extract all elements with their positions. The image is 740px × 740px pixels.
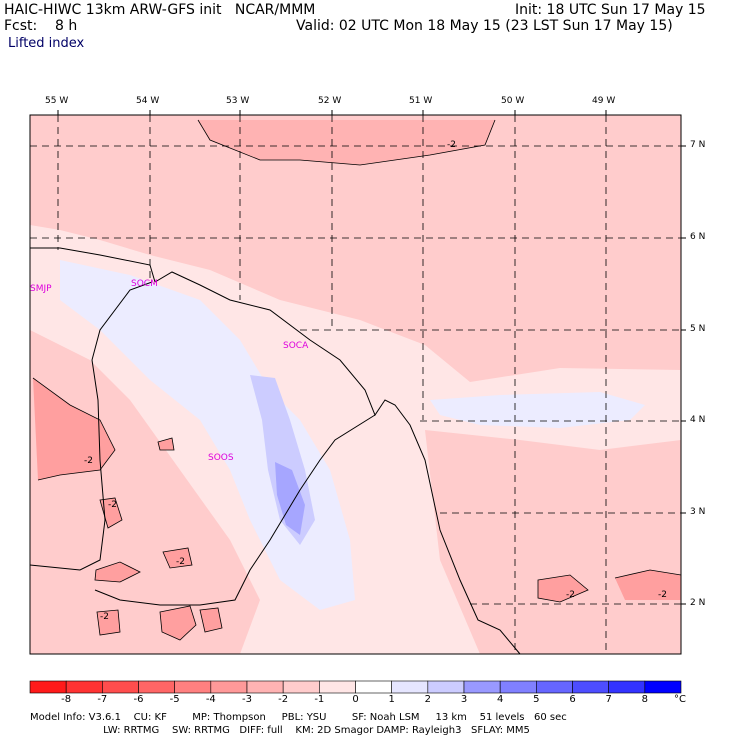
shade-light-red-south — [30, 330, 260, 654]
station-soos: SOOS — [208, 453, 234, 463]
colorbar-tick-label: -1 — [314, 694, 325, 705]
colorbar-tick-label: 6 — [569, 694, 576, 705]
colorbar-tick-label: 4 — [496, 694, 504, 705]
lat-lon-grid — [30, 115, 681, 654]
colorbar-swatch — [536, 680, 573, 694]
shade-mid-blue — [275, 462, 305, 535]
colorbar-swatch — [608, 680, 646, 694]
colorbar-tick-label: 2 — [424, 694, 432, 705]
colorbar-swatch — [499, 680, 537, 694]
colorbar-tick-label: 7 — [605, 694, 612, 705]
colorbar-swatch — [29, 680, 67, 694]
colorbar-tick-label: -6 — [133, 694, 144, 705]
contour-label: -2 — [658, 590, 667, 600]
colorbar-swatch — [65, 680, 103, 694]
map-frame — [29, 114, 682, 655]
colorbar-swatch — [391, 680, 429, 694]
colorbar-swatch — [319, 680, 356, 694]
colorbar-tick-label: 5 — [533, 694, 540, 705]
lat-label-4n: 4 N — [690, 415, 706, 425]
colorbar-tick-label: -5 — [169, 694, 180, 705]
lat-label-6n: 6 N — [690, 232, 706, 242]
forecast-hour: Fcst: 8 h — [4, 18, 78, 34]
model-title: HAIC-HIWC 13km ARW-GFS init NCAR/MMM — [4, 2, 316, 18]
contour-label: -2 — [100, 612, 109, 622]
lat-label-2n: 2 N — [690, 598, 706, 608]
model-info-line1: Model Info: V3.6.1 CU: KF MP: Thompson P… — [30, 712, 567, 723]
colorbar-tick-label: -2 — [278, 694, 289, 705]
colorbar-swatch — [282, 680, 320, 694]
station-socm: SOCM — [131, 279, 158, 289]
colorbar-swatch — [102, 680, 139, 694]
shade-red-patch-6 — [97, 610, 120, 635]
shade-red-patch-2 — [163, 548, 192, 568]
colorbar-swatch — [210, 680, 248, 694]
station-soca: SOCA — [283, 341, 309, 351]
shade-light-red-southeast — [425, 430, 681, 654]
colorbar-tick-label: 1 — [388, 694, 395, 705]
colorbar — [29, 680, 682, 694]
colorbar-tick-label: -7 — [97, 694, 108, 705]
contour-label: -2 — [108, 500, 117, 510]
shade-pale-blue-east — [430, 392, 645, 428]
colorbar-swatch — [174, 680, 212, 694]
colorbar-swatch — [138, 680, 175, 694]
shade-red-patch-9 — [615, 570, 681, 600]
valid-time: Valid: 02 UTC Mon 18 May 15 (23 LST Sun … — [296, 18, 673, 34]
contour-label: -2 — [566, 590, 575, 600]
colorbar-tick-label: 8 — [641, 694, 649, 705]
country-borders — [29, 247, 521, 655]
init-time: Init: 18 UTC Sun 17 May 15 — [515, 2, 706, 18]
contour-label: -2 — [176, 557, 185, 567]
model-info-line2: LW: RRTMG SW: RRTMG DIFF: full KM: 2D Sm… — [30, 725, 530, 736]
colorbar-swatch — [644, 680, 682, 694]
colorbar-swatch — [463, 680, 501, 694]
shade-pale-blue — [60, 260, 355, 610]
shade-red-patch-4 — [160, 606, 196, 640]
axis-ticks — [57, 110, 686, 605]
contour-label: -2 — [84, 456, 93, 466]
colorbar-tick-label: -8 — [61, 694, 72, 705]
lon-label-50w: 50 W — [501, 96, 525, 106]
lat-label-7n: 7 N — [690, 140, 706, 150]
colorbar-tick-label: -4 — [205, 694, 216, 705]
lon-label-53w: 53 W — [226, 96, 250, 106]
colorbar-unit: °C — [674, 694, 686, 705]
colorbar-swatch — [427, 680, 465, 694]
lon-label-51w: 51 W — [409, 96, 433, 106]
colorbar-tick-label: 3 — [460, 694, 468, 705]
colorbar-swatch — [355, 680, 392, 694]
colorbar-tick-label: -3 — [242, 694, 252, 705]
lon-label-52w: 52 W — [318, 96, 342, 106]
station-smjp: SMJP — [30, 284, 52, 294]
lat-label-3n: 3 N — [690, 507, 706, 517]
lat-label-5n: 5 N — [690, 324, 706, 334]
shade-red-patch-1 — [100, 498, 122, 528]
colorbar-swatch — [572, 680, 609, 694]
colorbar-tick-label: 0 — [352, 694, 359, 705]
colorbar-swatch — [246, 680, 284, 694]
contour-label: -2 — [447, 140, 456, 150]
shade-red-patch-5 — [200, 608, 222, 632]
shade-light-red — [30, 115, 681, 382]
field-name: Lifted index — [8, 36, 85, 51]
lon-label-54w: 54 W — [136, 96, 160, 106]
shade-red-north — [198, 120, 495, 165]
lon-label-55w: 55 W — [45, 96, 69, 106]
lon-label-49w: 49 W — [592, 96, 616, 106]
shade-red-west — [33, 378, 115, 480]
